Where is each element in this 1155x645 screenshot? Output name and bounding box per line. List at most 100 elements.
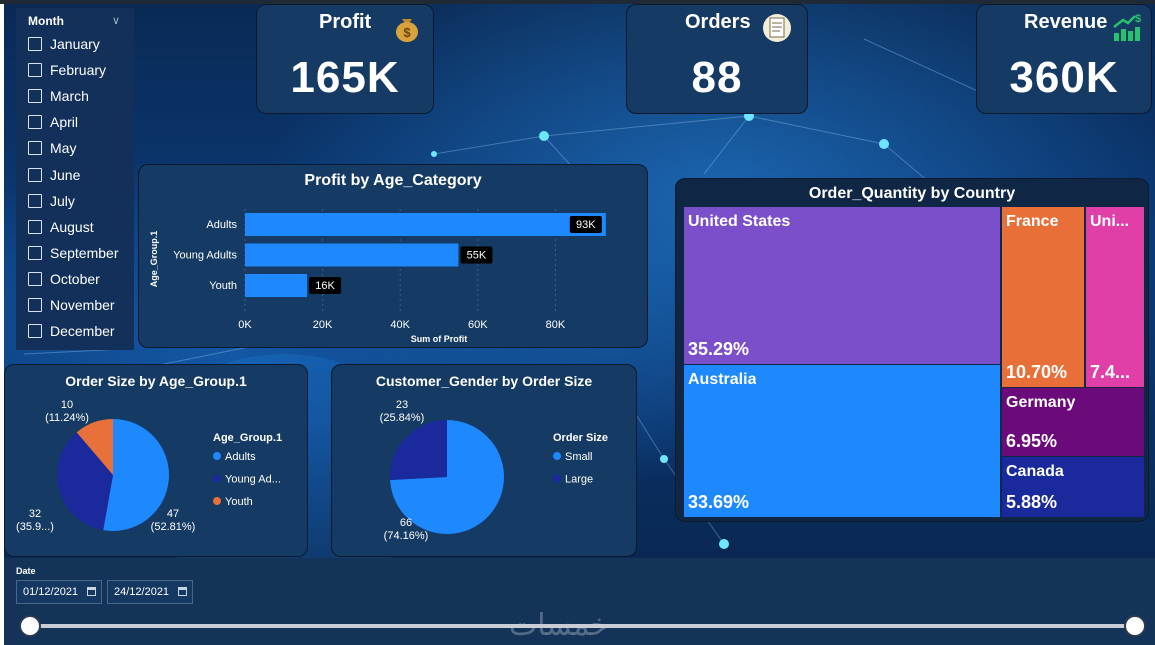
slice-value-label: 47	[167, 508, 179, 520]
category-label: Youth	[209, 280, 237, 292]
profit-by-age-chart: Profit by Age_Category 0K 20K 40K 60K 80K Sum…	[138, 164, 648, 348]
chart-title: Order Size by Age_Group.1	[65, 373, 247, 389]
pie-slice[interactable]	[56, 432, 113, 531]
treemap-tile[interactable]: United States 35.29%	[684, 207, 1000, 364]
profit-value: 165K	[290, 53, 400, 102]
legend-item[interactable]: Youth	[225, 496, 253, 508]
month-option-september[interactable]: September	[28, 243, 118, 263]
date-label: Date	[16, 566, 36, 576]
x-tick-label: 60K	[468, 319, 488, 331]
legend-item[interactable]: Adults	[225, 451, 256, 463]
data-label: 16K	[315, 280, 335, 292]
revenue-card: Revenue $ 360K	[976, 4, 1152, 114]
orders-title: Orders	[685, 11, 751, 33]
chevron-down-icon[interactable]: ∨	[112, 15, 121, 27]
slice-value-label: 10	[61, 399, 73, 411]
treemap-tile[interactable]: Canada 5.88%	[1002, 457, 1144, 517]
legend-item[interactable]: Large	[565, 474, 593, 486]
month-option-march[interactable]: March	[28, 86, 89, 106]
pie-slice[interactable]	[390, 420, 504, 534]
chart-title: Customer_Gender by Order Size	[375, 373, 593, 389]
order-size-pie-chart: Order Size by Age_Group.1 47 (52.81%) 32 (3…	[4, 364, 308, 557]
pie-slice[interactable]	[103, 419, 169, 531]
month-label: March	[50, 88, 89, 105]
checkbox[interactable]	[28, 245, 42, 260]
bar[interactable]	[245, 213, 606, 236]
legend-item[interactable]: Small	[565, 451, 593, 463]
checkbox[interactable]	[28, 141, 42, 156]
month-label: January	[50, 36, 100, 52]
date-range-start-handle[interactable]	[19, 615, 41, 637]
pie-slice[interactable]	[390, 420, 447, 481]
treemap-tile[interactable]: Germany 6.95%	[1002, 388, 1144, 456]
checkbox[interactable]	[28, 167, 42, 182]
legend-title: Age_Group.1	[213, 432, 282, 444]
bar[interactable]	[245, 243, 459, 267]
slice-percent-label: (25.84%)	[380, 412, 425, 424]
month-label: February	[50, 62, 107, 79]
chart-title: Profit by Age_Category	[304, 172, 482, 189]
treemap-area: United States 35.29% Australia 33.69% France…	[684, 207, 1146, 517]
month-label: October	[50, 270, 100, 287]
checkbox[interactable]	[28, 63, 42, 78]
month-option-november[interactable]: November	[28, 295, 115, 315]
data-label-bg	[569, 216, 602, 233]
slice-value-label: 32	[29, 508, 41, 520]
checkbox[interactable]	[28, 271, 42, 286]
checkbox[interactable]	[28, 89, 42, 104]
bar[interactable]	[245, 274, 308, 297]
pie-slice[interactable]	[76, 419, 113, 475]
receipt-icon	[763, 14, 791, 42]
month-option-february[interactable]: February	[28, 60, 106, 80]
profit-card: Profit $ 165K	[256, 4, 434, 114]
month-option-august[interactable]: August	[28, 217, 94, 237]
pie-chart-svg: 47(52.81%) 32(35.9...) 10(11.24%) Age_Group…	[16, 399, 282, 533]
month-option-december[interactable]: December	[28, 321, 115, 341]
y-axis-label: Age_Group.1	[149, 231, 159, 288]
pie-chart-svg: 66(74.16%) 23(25.84%) Order Size Small Large	[380, 399, 608, 542]
month-option-june[interactable]: June	[28, 165, 80, 185]
orders-card: Orders 88	[626, 4, 808, 114]
month-option-october[interactable]: October	[28, 269, 100, 289]
x-tick-label: 80K	[546, 319, 566, 331]
legend-item[interactable]: Young Ad...	[225, 474, 281, 486]
month-label: June	[50, 166, 81, 183]
chart-title: Order_Quantity by Country	[808, 185, 1016, 202]
legend-marker	[213, 452, 221, 460]
month-option-may[interactable]: May	[28, 138, 76, 158]
tile-country-label: Germany	[1006, 394, 1076, 411]
checkbox[interactable]	[28, 115, 42, 130]
slice-percent-label: (11.24%)	[45, 412, 89, 424]
data-label: 93K	[576, 219, 596, 231]
tile-country-label: United States	[688, 213, 791, 230]
svg-text:$: $	[1135, 13, 1141, 25]
x-tick-label: 40K	[390, 319, 410, 331]
treemap-tile[interactable]: Australia 33.69%	[684, 365, 1000, 517]
end-date-input[interactable]: 24/12/2021	[107, 580, 193, 604]
tile-percent-label: 6.95%	[1006, 431, 1058, 451]
calendar-icon[interactable]	[178, 587, 187, 596]
treemap-tile[interactable]: France 10.70%	[1002, 207, 1084, 387]
end-date-value: 24/12/2021	[114, 586, 170, 598]
date-range-end-handle[interactable]	[1124, 615, 1146, 637]
month-option-january[interactable]: January	[28, 34, 100, 54]
checkbox[interactable]	[28, 324, 42, 339]
month-label: September	[50, 244, 119, 261]
orders-value: 88	[691, 53, 743, 102]
checkbox[interactable]	[28, 193, 42, 208]
calendar-icon[interactable]	[87, 587, 96, 596]
date-range-track[interactable]	[30, 624, 1136, 628]
start-date-input[interactable]: 01/12/2021	[16, 580, 102, 604]
treemap-tile[interactable]: Uni... 7.4...	[1086, 207, 1144, 387]
month-label: August	[50, 218, 94, 235]
checkbox[interactable]	[28, 37, 42, 51]
revenue-title: Revenue	[1024, 11, 1108, 33]
bar-chart-svg: 0K 20K 40K 60K 80K Sum of Profit Age_Group.1 Ad…	[149, 209, 606, 344]
month-option-april[interactable]: April	[28, 112, 78, 132]
month-option-july[interactable]: July	[28, 191, 75, 211]
dashboard-canvas: Month ∨ January February March April May June…	[4, 4, 1155, 645]
checkbox[interactable]	[28, 298, 42, 312]
checkbox[interactable]	[28, 219, 42, 234]
data-label-bg	[309, 277, 342, 294]
data-label: 55K	[467, 250, 487, 262]
